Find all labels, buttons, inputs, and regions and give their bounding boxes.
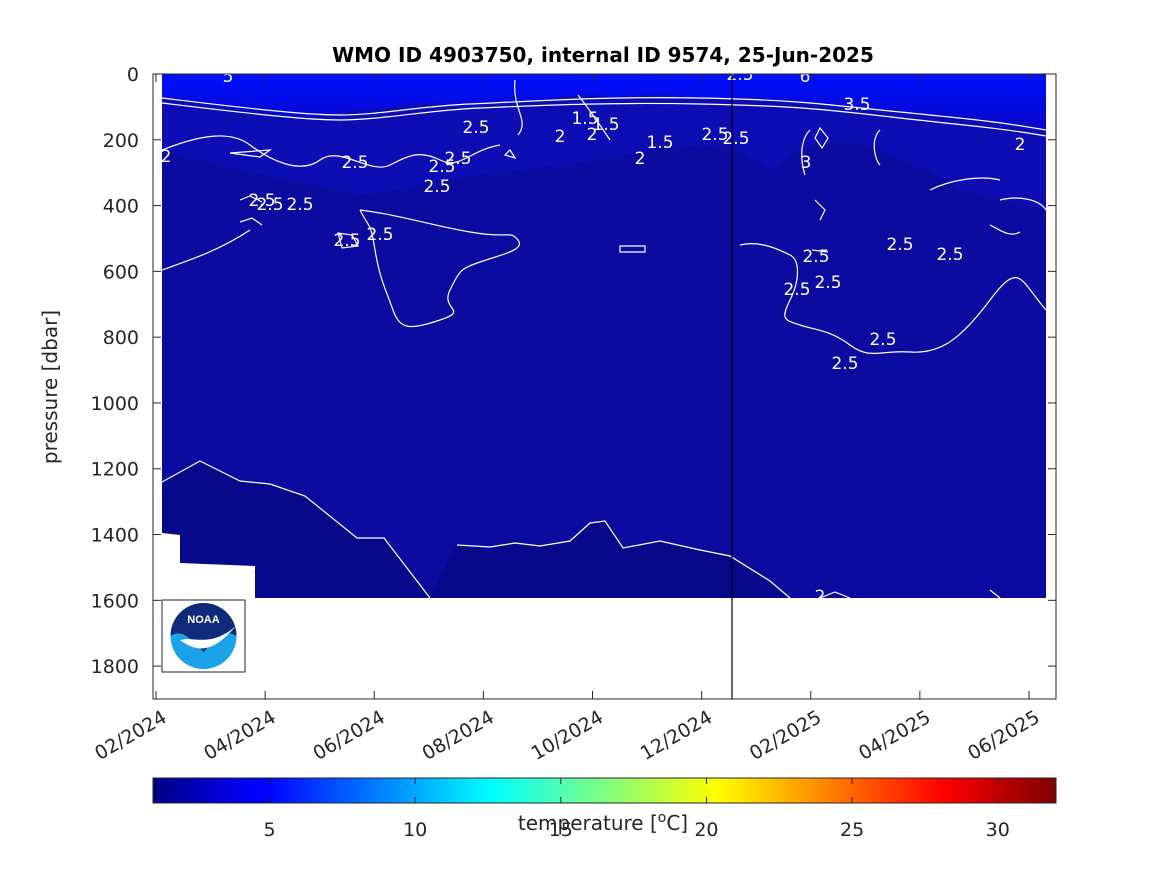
- y-tick-label: 800: [103, 327, 139, 349]
- x-tick-label: 12/2024: [637, 706, 716, 765]
- colorbar-gradient: [152, 777, 1057, 804]
- y-tick-label: 200: [103, 130, 139, 152]
- contour-label: 2.5: [722, 129, 749, 149]
- colorbar-tick-label: 20: [694, 819, 718, 841]
- colorbar-ticks: 5 10 15 20 25 30: [263, 778, 1010, 841]
- contour-label: 2: [1015, 135, 1026, 155]
- x-tick-label: 10/2024: [528, 706, 607, 765]
- axes-box: [152, 73, 1057, 700]
- contour-label: 3: [801, 153, 812, 173]
- x-tick-label: 04/2024: [200, 706, 279, 765]
- contour-label: 2.5: [831, 354, 858, 374]
- noaa-logo-text: NOAA: [187, 614, 219, 626]
- no-data-right-strip: [1046, 74, 1056, 699]
- y-tick-label: 1600: [91, 590, 139, 612]
- plot-area: 5 63.52.521.532.52.5 2.52.52.52.52.52.52.5…: [153, 65, 1056, 699]
- contour-label: 2.5: [366, 225, 393, 245]
- contour-label: 1.5: [571, 109, 598, 129]
- y-tick-label: 1000: [91, 393, 139, 415]
- colorbar: 5 10 15 20 25 30 temperature [oC]: [152, 777, 1057, 841]
- y-tick-label: 1200: [91, 459, 139, 481]
- colorbar-tick-label: 5: [263, 819, 275, 841]
- contour-label: 2: [161, 147, 172, 167]
- x-tick-label: 06/2025: [964, 706, 1043, 765]
- contour-label: 3.5: [843, 95, 870, 115]
- contour-label: 6: [800, 67, 811, 87]
- contour-label: 2: [815, 587, 826, 607]
- x-tick-label: 06/2024: [309, 706, 388, 765]
- contour-label: 2.5: [814, 273, 841, 293]
- contour-label: 1.5: [592, 115, 619, 135]
- contour-label: 1.5: [646, 133, 673, 153]
- contour-label: 2.5: [783, 280, 810, 300]
- surface-layer: [162, 74, 1046, 130]
- contour-label: 2.5: [423, 177, 450, 197]
- contour-label: 2.5: [286, 195, 313, 215]
- no-data-left-strip: [153, 74, 162, 699]
- x-tick-label: 08/2024: [419, 706, 498, 765]
- y-tick-label: 0: [127, 64, 139, 86]
- no-data-region: [153, 532, 1056, 699]
- x-tick-label: 02/2024: [91, 706, 170, 765]
- contour-label: 2.5: [802, 247, 829, 267]
- colorbar-tick-label: 10: [403, 819, 427, 841]
- contour-label: 2.5: [726, 65, 753, 85]
- x-tick-label: 02/2025: [746, 706, 825, 765]
- chart-title: WMO ID 4903750, internal ID 9574, 25-Jun…: [332, 43, 874, 67]
- x-tick-label: 04/2025: [855, 706, 934, 765]
- contour-label: 2.5: [256, 195, 283, 215]
- contour-label: 2.5: [886, 235, 913, 255]
- y-axis: 0 200 400 600 800 1000 1200 1400 1600 1800: [91, 64, 1056, 678]
- contour-label: 2.5: [869, 330, 896, 350]
- contour-label: 2: [555, 127, 566, 147]
- upper-band: [162, 95, 1046, 210]
- contour-labels: 5 63.52.521.532.52.5 2.52.52.52.52.52.52.5…: [161, 65, 1026, 607]
- contour-lines: [161, 79, 1047, 599]
- contour-label: 2.5: [333, 231, 360, 251]
- noaa-logo: NOAA: [161, 599, 246, 673]
- deep-layer: [162, 461, 790, 598]
- y-tick-label: 1800: [91, 656, 139, 678]
- colorbar-tick-label: 15: [549, 819, 573, 841]
- colorbar-label: temperature [oC]: [518, 810, 688, 835]
- y-tick-label: 400: [103, 196, 139, 218]
- contour-label: 2.5: [341, 153, 368, 173]
- contour-label: 2.5: [248, 191, 275, 211]
- contour-label: 2.5: [444, 149, 471, 169]
- y-tick-label: 1400: [91, 525, 139, 547]
- contour-label: 2.5: [936, 245, 963, 265]
- contour-label: 2: [587, 125, 598, 145]
- colorbar-tick-label: 25: [840, 819, 864, 841]
- colorbar-tick-label: 30: [986, 819, 1010, 841]
- y-tick-label: 600: [103, 261, 139, 283]
- contour-label: 5: [223, 67, 234, 87]
- y-axis-title: pressure [dbar]: [38, 310, 62, 464]
- contour-label: 2: [635, 149, 646, 169]
- contour-label: 2.5: [701, 125, 728, 145]
- contour-label: 2.5: [428, 157, 455, 177]
- contour-label: 2.5: [462, 118, 489, 138]
